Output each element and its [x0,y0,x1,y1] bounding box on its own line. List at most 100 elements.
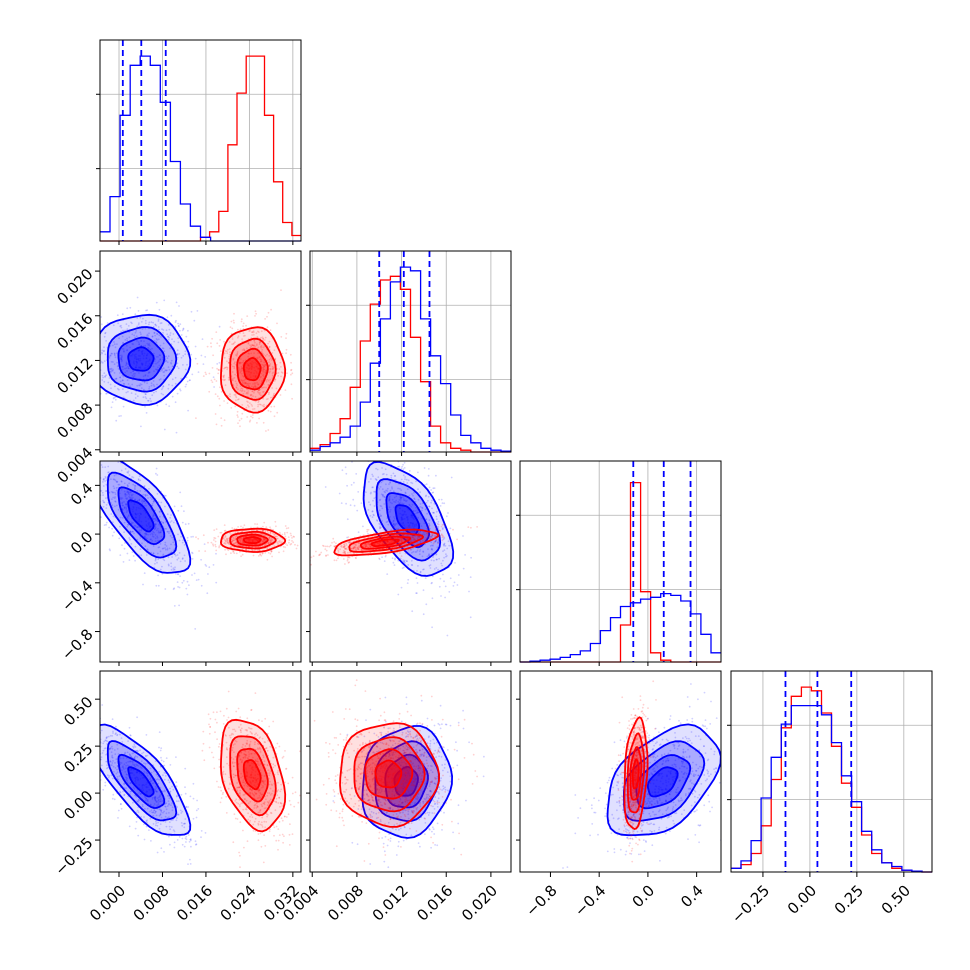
blue-sample-point [123,793,126,796]
red-sample-point [290,542,293,545]
blue-sample-point [430,541,433,544]
blue-sample-point [133,774,136,776]
red-sample-point [365,544,368,546]
red-sample-point [242,335,245,337]
blue-sample-point [430,547,433,550]
blue-sample-point [170,562,173,565]
blue-sample-point [125,364,127,367]
blue-sample-point [129,530,132,533]
blue-sample-point [111,498,113,500]
blue-sample-point [103,501,106,504]
blue-sample-point [132,555,135,557]
blue-sample-point [389,516,391,518]
blue-sample-point [126,484,129,486]
red-sample-point [226,402,229,404]
blue-sample-point [114,767,117,769]
red-sample-point [265,526,268,528]
blue-sample-point [141,777,144,779]
blue-sample-point [162,371,165,374]
red-sample-point [240,538,243,541]
red-sample-point [247,391,250,393]
blue-sample-point [109,747,111,750]
blue-sample-point [124,494,127,496]
red-sample-point [393,553,396,555]
blue-sample-point [120,496,122,499]
blue-sample-point [419,570,422,573]
blue-sample-point [147,372,150,374]
red-sample-point [231,527,234,529]
panel-background [100,461,301,662]
blue-sample-point [147,399,149,402]
red-sample-point [273,392,275,395]
blue-sample-point [158,546,161,548]
blue-sample-point [129,538,131,541]
red-sample-point [219,386,221,389]
blue-sample-point [140,344,143,347]
blue-sample-point [194,345,197,348]
red-sample-point [279,361,282,364]
blue-sample-point [136,384,139,387]
blue-sample-point [100,323,103,326]
blue-sample-point [149,358,151,361]
blue-sample-point [138,322,140,324]
blue-sample-point [132,746,135,749]
blue-sample-point [419,503,422,505]
red-sample-point [229,546,232,548]
blue-sample-point [134,827,137,830]
blue-sample-point [125,506,128,509]
blue-sample-point [108,454,110,456]
blue-sample-point [104,781,107,784]
blue-sample-point [421,509,423,512]
red-sample-point [229,393,231,395]
blue-sample-point [444,596,446,599]
red-sample-point [251,331,254,334]
red-sample-point [262,540,264,542]
panel-background [100,671,301,872]
red-sample-point [248,367,251,369]
blue-sample-point [425,603,428,606]
red-sample-point [242,322,245,325]
blue-sample-point [402,559,404,562]
red-sample-point [269,370,271,373]
red-sample-point [275,387,278,390]
red-sample-point [268,364,271,367]
red-sample-point [262,539,265,541]
blue-sample-point [180,334,183,336]
red-sample-point [258,343,261,345]
blue-sample-point [120,762,123,764]
blue-sample-point [437,568,439,571]
red-sample-point [269,368,271,370]
red-sample-point [247,352,250,355]
red-sample-point [269,541,272,543]
red-sample-point [230,546,233,548]
blue-sample-point [74,357,76,359]
red-sample-point [285,348,288,351]
red-sample-point [267,542,270,544]
blue-sample-point [413,530,416,532]
red-sample-point [435,539,437,541]
red-sample-point [272,366,275,369]
red-sample-point [253,391,255,394]
blue-sample-point [388,495,391,498]
blue-sample-point [131,353,134,355]
blue-sample-point [189,379,191,381]
blue-sample-point [132,506,135,509]
blue-sample-point [387,523,390,526]
blue-sample-point [193,319,196,322]
blue-sample-point [402,498,405,500]
blue-sample-point [154,523,157,525]
blue-sample-point [419,530,421,533]
blue-sample-point [134,765,137,768]
blue-sample-point [167,800,170,803]
red-sample-point [258,549,261,552]
red-sample-point [249,537,251,540]
blue-sample-point [140,321,143,323]
red-sample-point [262,364,265,367]
blue-sample-point [152,513,155,515]
blue-sample-point [146,790,149,793]
blue-sample-point [416,511,419,513]
blue-sample-point [133,745,136,747]
blue-sample-point [144,754,147,757]
blue-sample-point [435,515,438,518]
blue-sample-point [346,484,348,487]
